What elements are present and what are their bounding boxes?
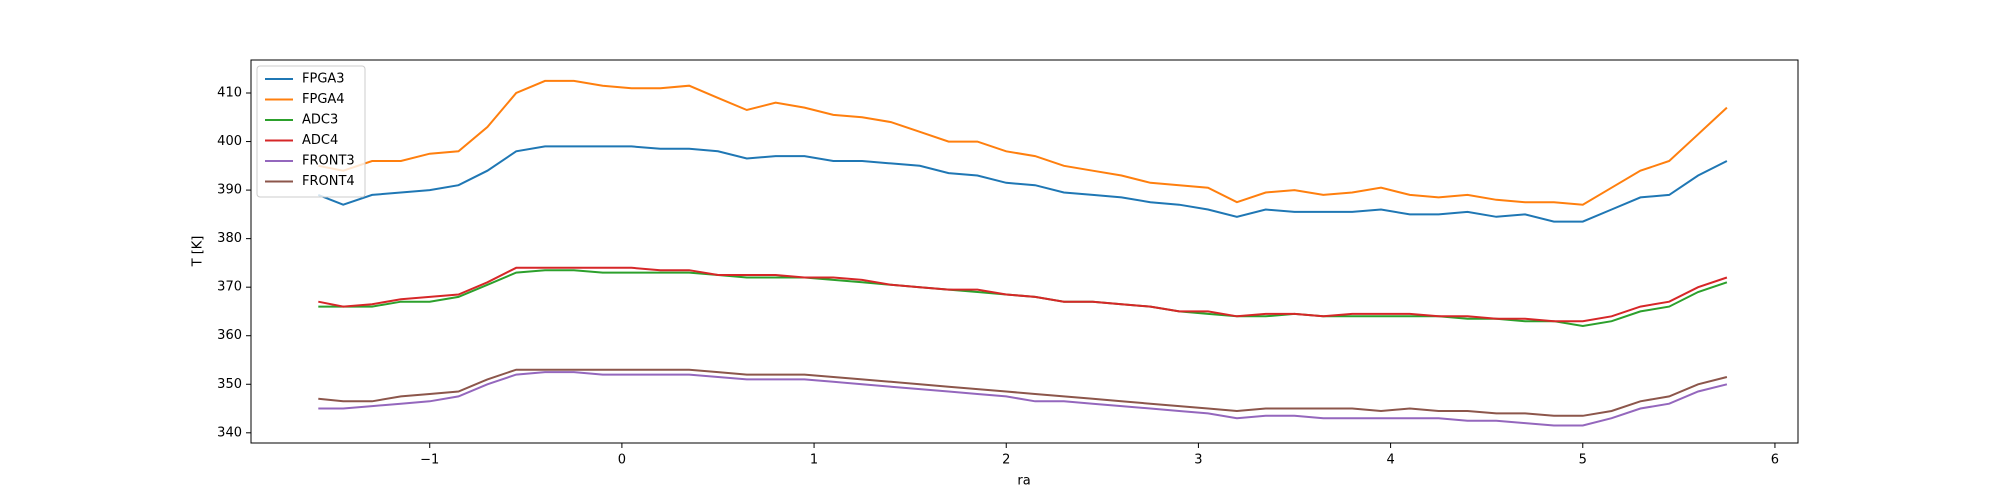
y-tick-label: 370 xyxy=(217,280,242,295)
y-tick-label: 410 xyxy=(217,86,242,101)
legend: FPGA3 FPGA4 ADC3 ADC4 FRONT3 FRONT4 xyxy=(256,65,366,198)
x-tick-label: 0 xyxy=(618,453,626,468)
series-line xyxy=(317,145,1728,223)
x-tick-label: 4 xyxy=(1386,453,1394,468)
series-line xyxy=(318,269,1728,328)
x-tick-label: 1 xyxy=(810,453,818,468)
series-line xyxy=(318,79,1728,206)
y-tick-label: 350 xyxy=(217,377,242,392)
legend-label: FRONT3 xyxy=(302,154,355,169)
y-tick-label: 360 xyxy=(217,328,242,343)
series-line xyxy=(318,266,1728,323)
x-tick-label: 2 xyxy=(1002,453,1010,468)
legend-label: ADC4 xyxy=(302,133,338,148)
x-tick-label: 6 xyxy=(1771,453,1779,468)
legend-label: FRONT4 xyxy=(302,174,355,189)
legend-label: FPGA3 xyxy=(302,72,345,87)
plot-frame xyxy=(250,59,1799,444)
y-tick-label: 400 xyxy=(217,134,242,149)
x-axis-label: ra xyxy=(1017,474,1030,489)
x-tick-label: −1 xyxy=(420,453,439,468)
legend-label: FPGA4 xyxy=(302,92,345,107)
y-tick-label: 380 xyxy=(217,231,242,246)
series-line xyxy=(318,371,1728,427)
legend-label: ADC3 xyxy=(302,113,338,128)
y-axis-label: T [K] xyxy=(191,236,206,268)
y-tick-label: 340 xyxy=(217,425,242,440)
x-tick-label: 3 xyxy=(1194,453,1202,468)
series-line xyxy=(318,368,1728,417)
x-tick-label: 5 xyxy=(1579,453,1587,468)
y-tick-label: 390 xyxy=(217,183,242,198)
